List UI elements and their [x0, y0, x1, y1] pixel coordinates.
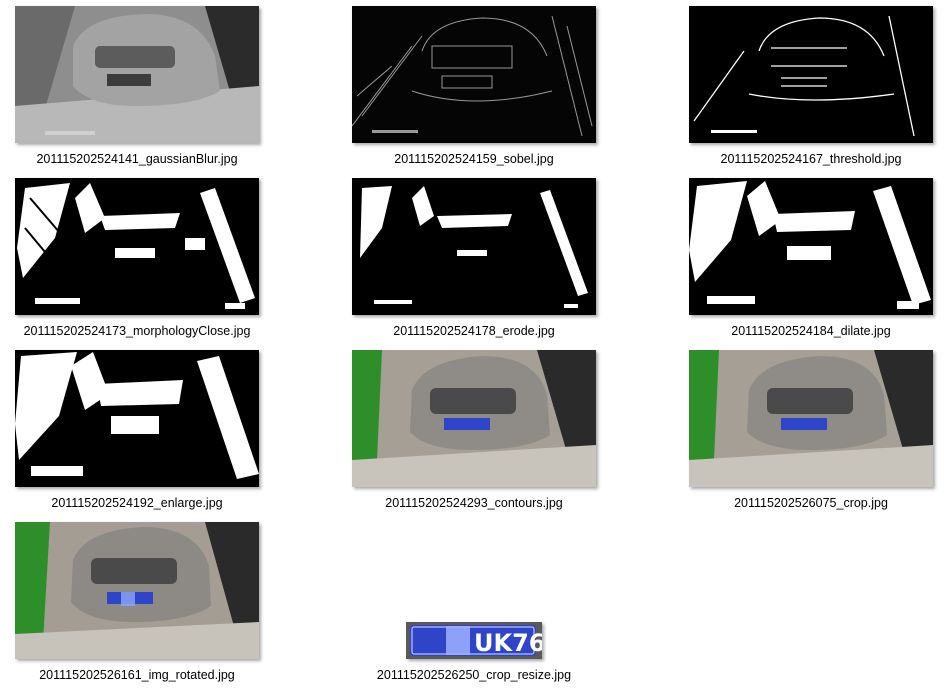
file-name[interactable]: 201115202526075_crop.jpg — [734, 496, 888, 510]
thumbnail-erode[interactable] — [352, 178, 596, 315]
plate-text: UK76 — [474, 629, 542, 657]
thumbnail-threshold[interactable] — [689, 6, 933, 143]
file-name[interactable]: 201115202524178_erode.jpg — [393, 324, 555, 338]
sobel-image — [352, 6, 596, 143]
dilate-image — [689, 178, 933, 315]
crop-image — [689, 350, 933, 487]
thumbnail-crop[interactable] — [689, 350, 933, 487]
contours-image — [352, 350, 596, 487]
file-name[interactable]: 201115202526161_img_rotated.jpg — [39, 668, 235, 682]
thumbnail-morphologyClose[interactable] — [15, 178, 259, 315]
thumbnail-contours[interactable] — [352, 350, 596, 487]
file-name[interactable]: 201115202524159_sobel.jpg — [394, 152, 554, 166]
erode-image — [352, 178, 596, 315]
thumbnail-crop-resize[interactable]: UK76 — [406, 622, 542, 659]
enlarge-image — [15, 350, 259, 487]
thumbnail-sobel[interactable] — [352, 6, 596, 143]
thumbnail-gaussianBlur[interactable] — [15, 6, 259, 143]
thumbnail-dilate[interactable] — [689, 178, 933, 315]
file-name[interactable]: 201115202524293_contours.jpg — [385, 496, 563, 510]
file-name[interactable]: 201115202524184_dilate.jpg — [731, 324, 891, 338]
img-rotated-image — [15, 522, 259, 659]
thumbnail-enlarge[interactable] — [15, 350, 259, 487]
file-name[interactable]: 201115202524141_gaussianBlur.jpg — [36, 152, 238, 166]
morphologyClose-image — [15, 178, 259, 315]
crop-resize-image: UK76 — [406, 622, 542, 659]
file-name[interactable]: 201115202524192_enlarge.jpg — [51, 496, 223, 510]
file-name[interactable]: 201115202526250_crop_resize.jpg — [376, 668, 572, 682]
thumbnail-img-rotated[interactable] — [15, 522, 259, 659]
gaussianBlur-image — [15, 6, 259, 143]
file-name[interactable]: 201115202524173_morphologyClose.jpg — [23, 324, 251, 338]
threshold-image — [689, 6, 933, 143]
file-name[interactable]: 201115202524167_threshold.jpg — [720, 152, 902, 166]
